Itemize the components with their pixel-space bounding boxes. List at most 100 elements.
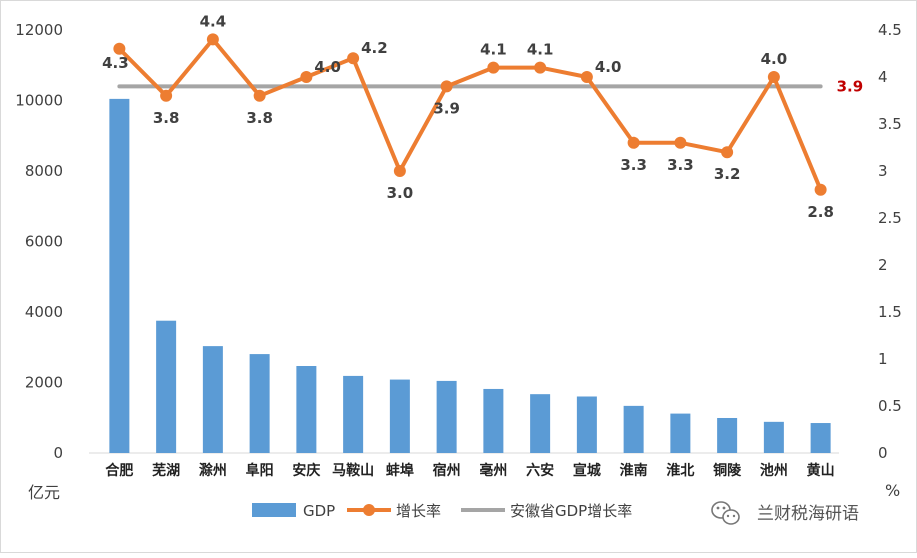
- growth-rate-label: 4.4: [200, 12, 227, 30]
- y-left-tick-label: 8000: [25, 162, 63, 180]
- legend-label-rate: 增长率: [396, 502, 441, 520]
- gdp-bar: [202, 346, 223, 453]
- x-tick-label: 滁州: [199, 462, 227, 479]
- growth-rate-label: 2.8: [807, 203, 834, 221]
- growth-rate-point: [253, 89, 266, 102]
- x-tick-label: 亳州: [479, 462, 507, 479]
- y-right-tick-label: 3: [878, 162, 888, 180]
- legend-label-province: 安徽省GDP增长率: [510, 502, 632, 520]
- x-tick-label: 蚌埠: [386, 462, 414, 479]
- y-left-tick-label: 10000: [15, 92, 63, 110]
- province-rate-label: 3.9: [837, 77, 864, 95]
- gdp-bar: [530, 394, 551, 453]
- legend-label-gdp: GDP: [303, 502, 335, 520]
- x-tick-label: 宿州: [433, 462, 461, 479]
- gdp-bar: [623, 405, 644, 453]
- x-tick-label: 芜湖: [152, 462, 180, 479]
- growth-rate-line-path: [117, 37, 823, 191]
- gdp-bar: [296, 366, 317, 453]
- y-right-tick-label: 2.5: [878, 209, 902, 227]
- gdp-bar: [670, 413, 691, 453]
- gdp-bar: [717, 417, 738, 453]
- x-tick-label: 黄山: [807, 462, 835, 479]
- gdp-bars: [109, 98, 831, 453]
- x-tick-label: 六安: [526, 462, 554, 479]
- growth-rate-label: 3.3: [667, 156, 694, 174]
- watermark: 兰财税海研语: [711, 501, 859, 525]
- growth-rate-line: [113, 33, 827, 196]
- y-right-tick-label: 1: [878, 350, 888, 368]
- y-left-tick-label: 0: [53, 444, 63, 462]
- growth-rate-point: [627, 136, 640, 149]
- growth-rate-point: [487, 61, 500, 74]
- growth-rate-point: [393, 165, 406, 177]
- growth-rate-point: [206, 33, 219, 46]
- y-left-tick-label: 4000: [25, 303, 63, 321]
- gdp-bar: [249, 354, 270, 453]
- x-tick-label: 马鞍山: [332, 462, 374, 479]
- watermark-text: 兰财税海研语: [757, 504, 859, 524]
- growth-rate-label: 3.3: [620, 156, 647, 174]
- growth-rate-label: 4.1: [480, 41, 507, 59]
- y-left-tick-label: 6000: [25, 233, 63, 251]
- gdp-bar: [483, 388, 504, 453]
- growth-rate-point: [814, 183, 827, 196]
- growth-rate-label: 3.8: [246, 109, 273, 127]
- y-right-tick-label: 4: [878, 68, 888, 86]
- y-left-tick-label: 12000: [15, 21, 63, 39]
- gdp-bar: [576, 396, 597, 453]
- gdp-bar: [436, 380, 457, 453]
- growth-rate-point: [674, 136, 687, 149]
- data-labels: 3.9 4.3 3.8 4.4 3.8 4.0 4.2 3.0 3.9 4.1 4.1 4.0 3.3 3…: [102, 12, 863, 220]
- y-right-tick-label: 4.5: [878, 21, 902, 39]
- x-tick-label: 池州: [760, 462, 788, 479]
- growth-rate-label: 4.1: [527, 41, 554, 59]
- growth-rate-point: [767, 71, 780, 83]
- growth-rate-label: 4.0: [761, 50, 788, 68]
- y-right-tick-label: 1.5: [878, 303, 902, 321]
- x-tick-label: 淮北: [666, 462, 694, 479]
- x-tick-label: 铜陵: [713, 462, 742, 479]
- growth-rate-label: 4.3: [102, 54, 129, 72]
- growth-rate-point: [721, 146, 734, 159]
- y-right-tick-label: 3.5: [878, 115, 902, 133]
- growth-rate-point: [580, 71, 593, 83]
- legend-swatch-gdp: [252, 503, 296, 517]
- wechat-icon: [711, 501, 740, 525]
- legend-marker-rate: [363, 504, 375, 516]
- growth-rate-point: [534, 61, 547, 74]
- growth-rate-label: 3.2: [714, 165, 741, 183]
- gdp-bar: [343, 375, 364, 453]
- gdp-bar: [763, 421, 784, 453]
- growth-rate-point: [347, 52, 360, 65]
- growth-rate-label: 4.0: [314, 58, 341, 76]
- x-tick-label: 合肥: [105, 462, 133, 479]
- x-tick-label: 宣城: [573, 462, 601, 479]
- y-right-unit: %: [885, 481, 900, 500]
- growth-rate-point: [300, 71, 313, 83]
- y-left-tick-label: 2000: [25, 374, 63, 392]
- gdp-bar: [810, 423, 831, 453]
- y-right-tick-label: 0.5: [878, 397, 902, 415]
- axes: 0 2000 4000 6000 8000 10000 12000 0 0.5 1 1.5 2 2.5 3…: [15, 21, 902, 502]
- legend: GDP 增长率 安徽省GDP增长率: [252, 502, 632, 520]
- x-tick-label: 安庆: [292, 462, 320, 479]
- growth-rate-point: [113, 42, 126, 55]
- growth-rate-label: 4.0: [595, 58, 622, 76]
- growth-rate-label: 4.2: [361, 39, 388, 57]
- y-right-tick-label: 2: [878, 256, 888, 274]
- gdp-bar: [156, 320, 177, 453]
- x-tick-label: 淮南: [620, 462, 648, 479]
- growth-rate-point: [440, 80, 453, 93]
- gdp-bar: [109, 98, 130, 453]
- x-tick-label: 阜阳: [246, 462, 274, 479]
- growth-rate-label: 3.8: [153, 109, 180, 127]
- y-right-tick-label: 0: [878, 444, 888, 462]
- growth-rate-label: 3.9: [433, 99, 460, 117]
- y-left-unit: 亿元: [28, 483, 60, 502]
- growth-rate-label: 3.0: [387, 184, 414, 202]
- gdp-bar: [389, 379, 410, 453]
- growth-rate-point: [160, 89, 173, 102]
